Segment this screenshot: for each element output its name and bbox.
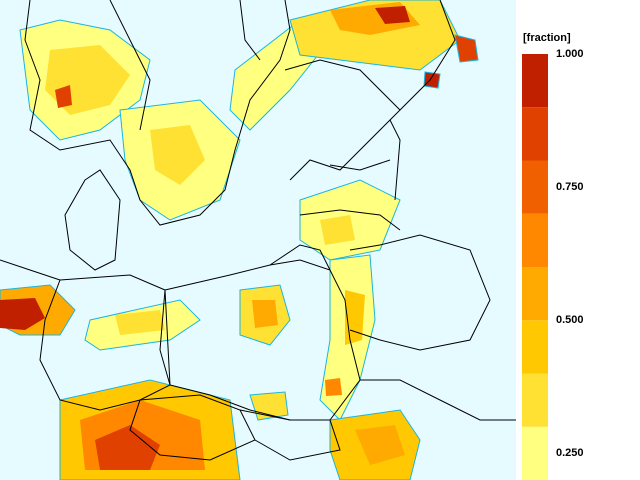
field-northeast-blob-2	[423, 71, 441, 89]
legend-color-bar	[522, 54, 548, 480]
finland-coastline	[284, 59, 401, 121]
estonia-latvia-border	[329, 159, 391, 171]
field-north-germany-core	[115, 310, 165, 335]
field-baltics-core	[320, 215, 355, 245]
legend-tick-label: 1.000	[556, 48, 584, 60]
legend-swatch-1	[522, 373, 548, 427]
belarus-border	[349, 234, 491, 351]
scandinavia-coastline	[24, 0, 291, 226]
field-carpathians-core	[355, 425, 405, 465]
latvia-lithuania-border	[299, 209, 401, 231]
denmark	[64, 169, 121, 271]
legend-swatch-7	[522, 54, 548, 108]
field-west-coast-peak	[0, 298, 45, 330]
field-finland-max	[375, 6, 410, 24]
field-east-strip-core	[345, 290, 365, 345]
field-sweden-core	[150, 125, 205, 185]
sweden-finland-border	[239, 0, 261, 61]
kaliningrad	[269, 244, 331, 271]
czech-border	[129, 394, 256, 461]
field-norway-peak	[55, 85, 72, 108]
legend-swatch-3	[522, 267, 548, 321]
field-northeast-blobs	[454, 34, 479, 63]
fraction-map[interactable]	[0, 0, 516, 480]
norway-sweden-border	[109, 0, 151, 131]
legend-swatch-5	[522, 160, 548, 214]
slovakia-border	[239, 409, 341, 461]
legend-swatch-2	[522, 320, 548, 374]
legend-swatch-0	[522, 426, 548, 480]
fraction-field	[0, 0, 479, 480]
finland-russia-border	[399, 0, 456, 111]
legend-unit-label: [fraction]	[523, 32, 571, 44]
germany-border	[39, 274, 171, 411]
field-east-strip-peak	[325, 378, 342, 396]
land-outlines	[0, 0, 516, 461]
field-south-peak	[95, 425, 160, 470]
legend-swatch-6	[522, 107, 548, 161]
legend-tick-label: 0.250	[556, 447, 584, 460]
baltic-states-coast	[289, 119, 401, 201]
netherlands-coast	[0, 259, 61, 281]
ukraine-border	[360, 379, 516, 421]
field-finland	[289, 0, 461, 71]
legend-tick-label: 0.750	[556, 181, 584, 194]
legend-swatch-4	[522, 213, 548, 267]
map-panel[interactable]	[0, 0, 516, 480]
legend-tick-label: 0.500	[556, 314, 584, 327]
field-central-poland-core	[252, 300, 278, 328]
